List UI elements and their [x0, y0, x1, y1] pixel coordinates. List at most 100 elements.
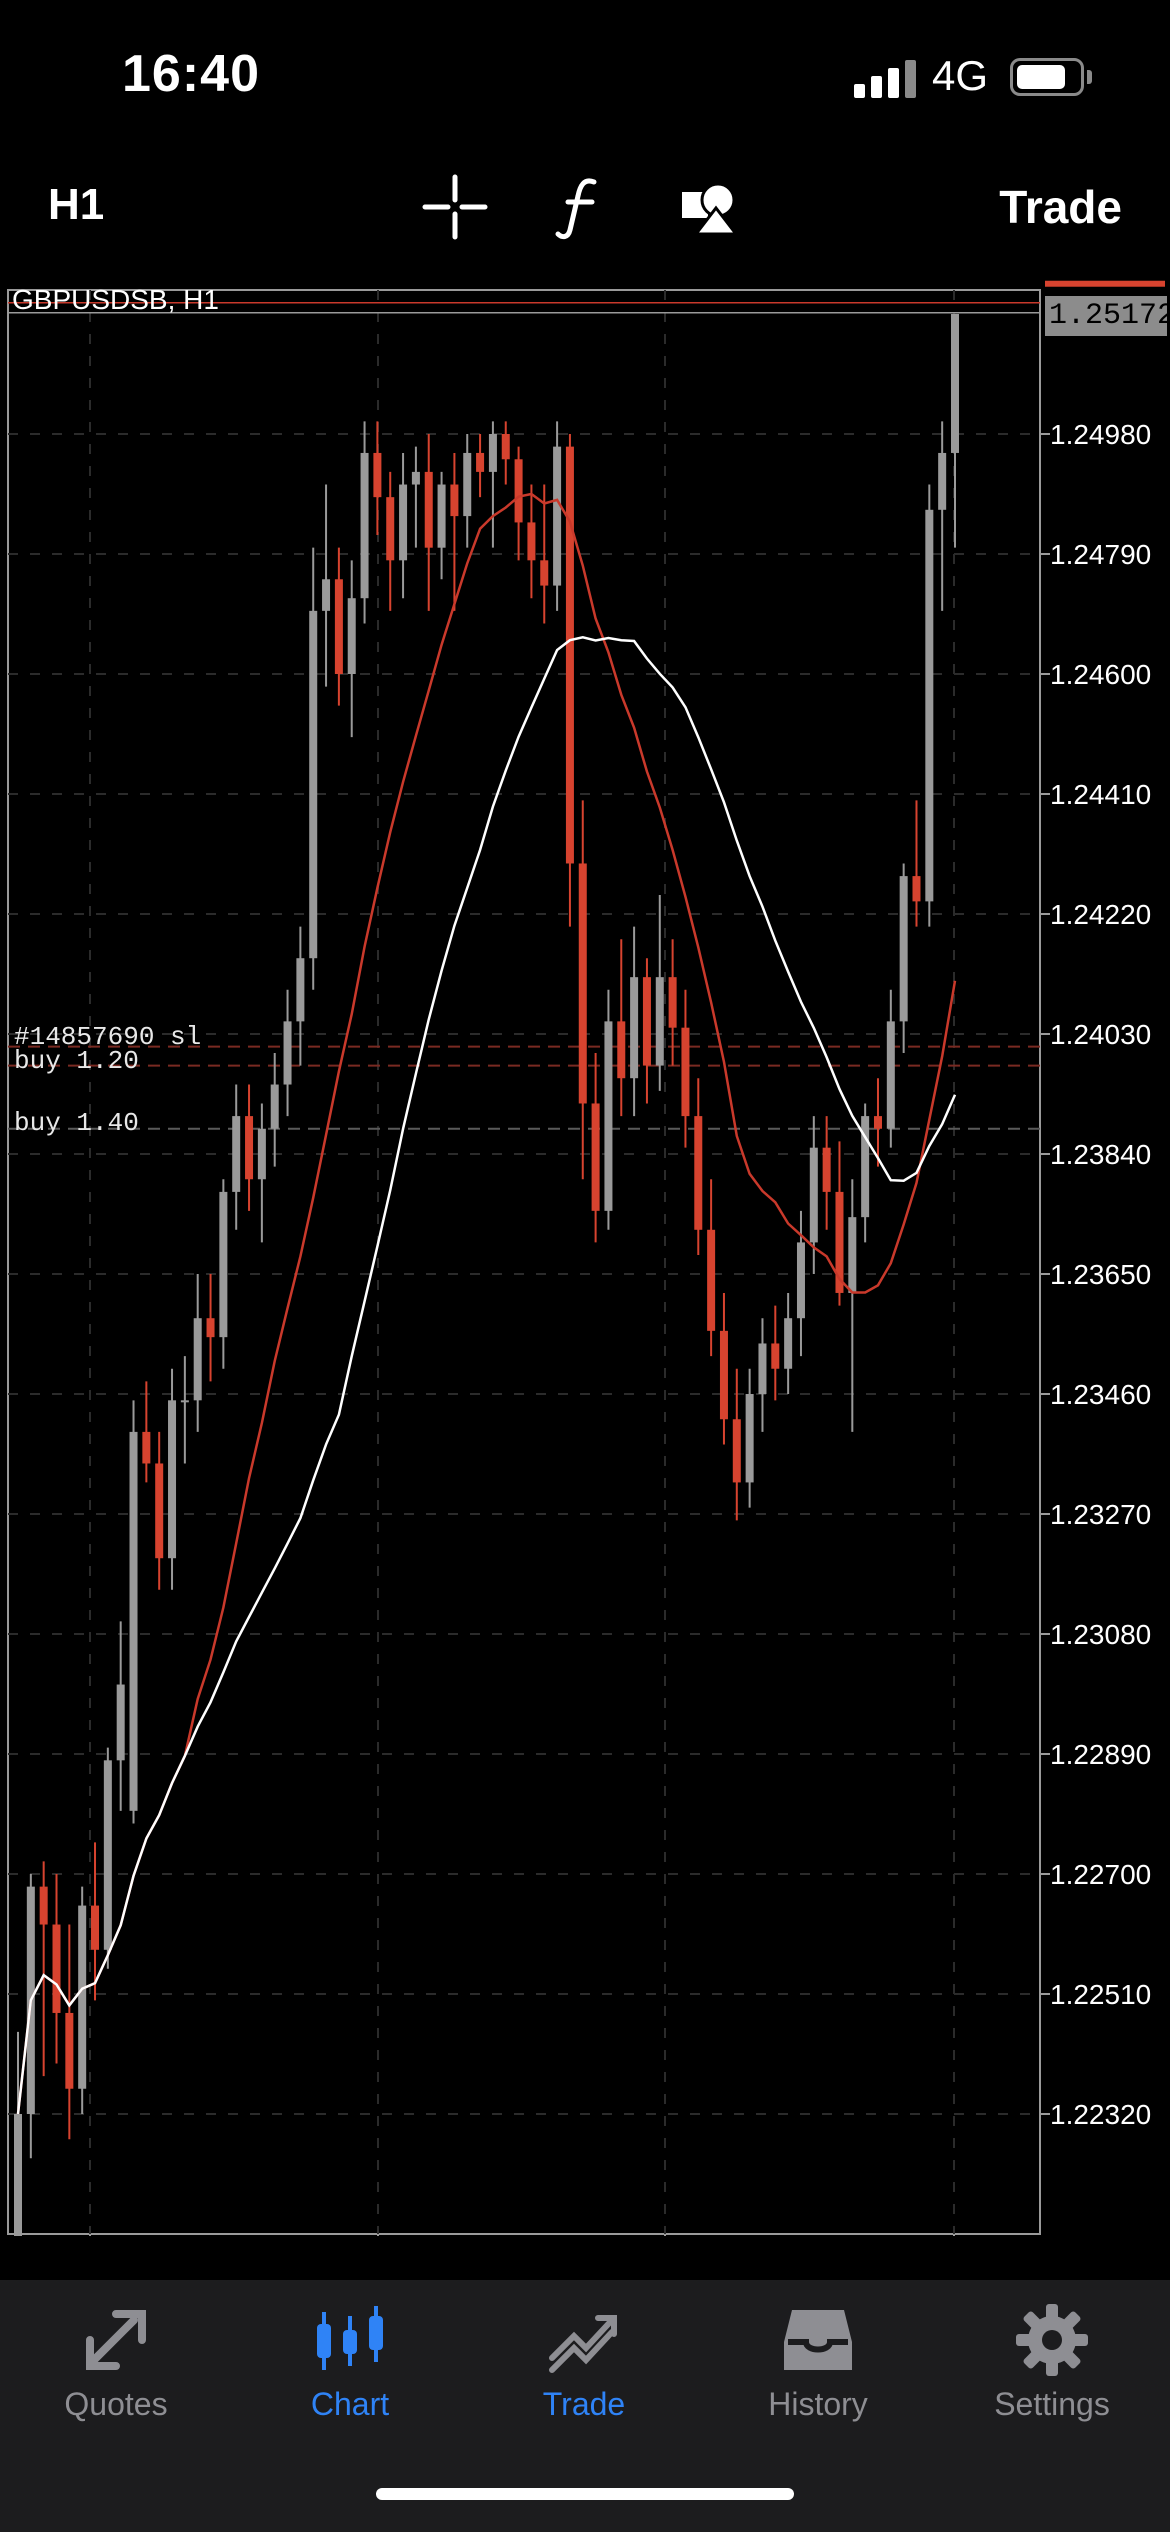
- candle-bull: [951, 314, 959, 453]
- crosshair-icon[interactable]: [420, 172, 490, 242]
- tab-chart-label: Chart: [310, 2386, 390, 2422]
- candle-bull: [360, 452, 369, 599]
- ask-price-marker: [1045, 280, 1165, 287]
- candle-bear: [65, 2012, 74, 2089]
- candle-bear: [476, 452, 485, 472]
- price-tick-label: 1.23460: [1050, 1379, 1151, 1410]
- order-label-buy-2[interactable]: buy 1.40: [14, 1108, 139, 1138]
- network-type: 4G: [932, 52, 989, 99]
- candle-bear: [873, 1116, 882, 1129]
- price-tick-label: 1.22510: [1050, 1979, 1151, 2010]
- candle-bear: [334, 579, 343, 674]
- chart-canvas[interactable]: 1.24980 1.24790 1.24600 1.24410 1.24220 1.240…: [0, 276, 1170, 2236]
- price-tick-label: 1.24980: [1050, 419, 1151, 450]
- candle-bear: [155, 1463, 164, 1559]
- moving-average-slow: [16, 636, 957, 2115]
- candle-bear: [591, 1103, 600, 1211]
- candle-bear: [142, 1431, 151, 1464]
- trade-trend-icon: [549, 2315, 617, 2373]
- candle-bull: [463, 452, 472, 517]
- candle-bear: [514, 459, 523, 523]
- candle-bull: [347, 598, 356, 674]
- cellular-signal-icon: [854, 58, 916, 98]
- candle-bull: [758, 1343, 767, 1394]
- price-tick-label: 1.24030: [1050, 1019, 1151, 1050]
- current-price-tag: 1.25172: [1045, 296, 1170, 336]
- candle-bear: [386, 497, 395, 561]
- tab-history-label: History: [768, 2386, 868, 2422]
- candle-bear: [39, 1886, 48, 1925]
- candle-bear: [424, 471, 433, 548]
- candle-bear: [617, 1021, 626, 1079]
- candle-bear: [642, 977, 651, 1066]
- home-indicator: [376, 2488, 794, 2500]
- battery-icon: [1010, 58, 1084, 96]
- price-tick-label: 1.22320: [1050, 2099, 1151, 2130]
- candle-bear: [373, 452, 382, 498]
- candle-bear: [52, 1924, 61, 2013]
- candle-bear: [771, 1343, 780, 1369]
- price-chart[interactable]: 1.24980 1.24790 1.24600 1.24410 1.24220 1.240…: [0, 276, 1170, 2236]
- battery-tip: [1087, 70, 1092, 84]
- candle-bull: [193, 1318, 202, 1401]
- trade-button[interactable]: Trade: [999, 181, 1122, 233]
- tab-settings[interactable]: Settings: [952, 2300, 1152, 2450]
- candle-bull: [938, 452, 947, 510]
- candle-bull: [925, 509, 934, 902]
- candle-bear: [91, 1905, 100, 1950]
- history-inbox-icon: [784, 2310, 852, 2370]
- price-tick-label: 1.24790: [1050, 539, 1151, 570]
- tab-quotes[interactable]: Quotes: [16, 2300, 216, 2450]
- candle-bear: [707, 1229, 716, 1331]
- objects-shapes-icon[interactable]: [676, 172, 746, 242]
- settings-gear-icon: [1016, 2304, 1088, 2376]
- candle-bear: [540, 560, 549, 586]
- tab-trade[interactable]: Trade: [484, 2300, 684, 2450]
- candle-bear: [694, 1116, 703, 1230]
- price-tick-label: 1.24600: [1050, 659, 1151, 690]
- order-label-buy-1[interactable]: buy 1.20: [14, 1046, 139, 1076]
- indicators-function-icon[interactable]: [548, 172, 618, 242]
- tab-chart[interactable]: Chart: [250, 2300, 450, 2450]
- candle-bear: [681, 1027, 690, 1117]
- candle-bull: [257, 1128, 266, 1180]
- candle-bull: [219, 1191, 228, 1338]
- candle-bear: [245, 1116, 254, 1180]
- candle-bear: [822, 1147, 831, 1192]
- candle-bull: [630, 977, 639, 1079]
- status-time: 16:40: [122, 45, 260, 103]
- timeframe-button[interactable]: H1: [48, 180, 105, 229]
- candle-bear: [206, 1318, 215, 1338]
- chart-toolbar: H1 Trade: [0, 150, 1170, 270]
- candle-bear: [501, 434, 510, 460]
- order-label-sl[interactable]: #14857690 sl: [14, 1022, 202, 1052]
- candle-bull: [553, 446, 562, 586]
- tab-quotes-label: Quotes: [64, 2386, 168, 2422]
- chart-symbol-label: GBPUSDSB, H1: [12, 284, 219, 315]
- price-tick-label: 1.23080: [1050, 1619, 1151, 1650]
- price-tick-label: 1.24410: [1050, 779, 1151, 810]
- price-tick-label: 1.23650: [1050, 1259, 1151, 1290]
- candle-bull: [886, 1021, 895, 1129]
- candle-bear: [719, 1330, 728, 1420]
- candle-bull: [745, 1394, 754, 1483]
- candle-bull: [488, 434, 497, 472]
- candle-bull: [180, 1400, 189, 1403]
- candle-bear: [578, 863, 587, 1104]
- candle-bull: [309, 610, 318, 959]
- candle-bear: [732, 1419, 741, 1483]
- candle-bear: [527, 522, 536, 561]
- candle-bull: [437, 484, 446, 548]
- tab-history[interactable]: History: [718, 2300, 918, 2450]
- candle-bull: [796, 1242, 805, 1319]
- candle-bull: [283, 1021, 292, 1085]
- candle-bear: [450, 484, 459, 517]
- candle-bull: [296, 958, 305, 1022]
- candle-bull: [14, 2114, 22, 2236]
- candle-bull: [604, 1021, 613, 1211]
- candle-bear: [912, 876, 921, 902]
- chart-frame: [7, 289, 1041, 2235]
- chart-candles-icon: [317, 2306, 383, 2370]
- candle-bull: [399, 484, 408, 561]
- quotes-arrows-icon: [86, 2310, 146, 2370]
